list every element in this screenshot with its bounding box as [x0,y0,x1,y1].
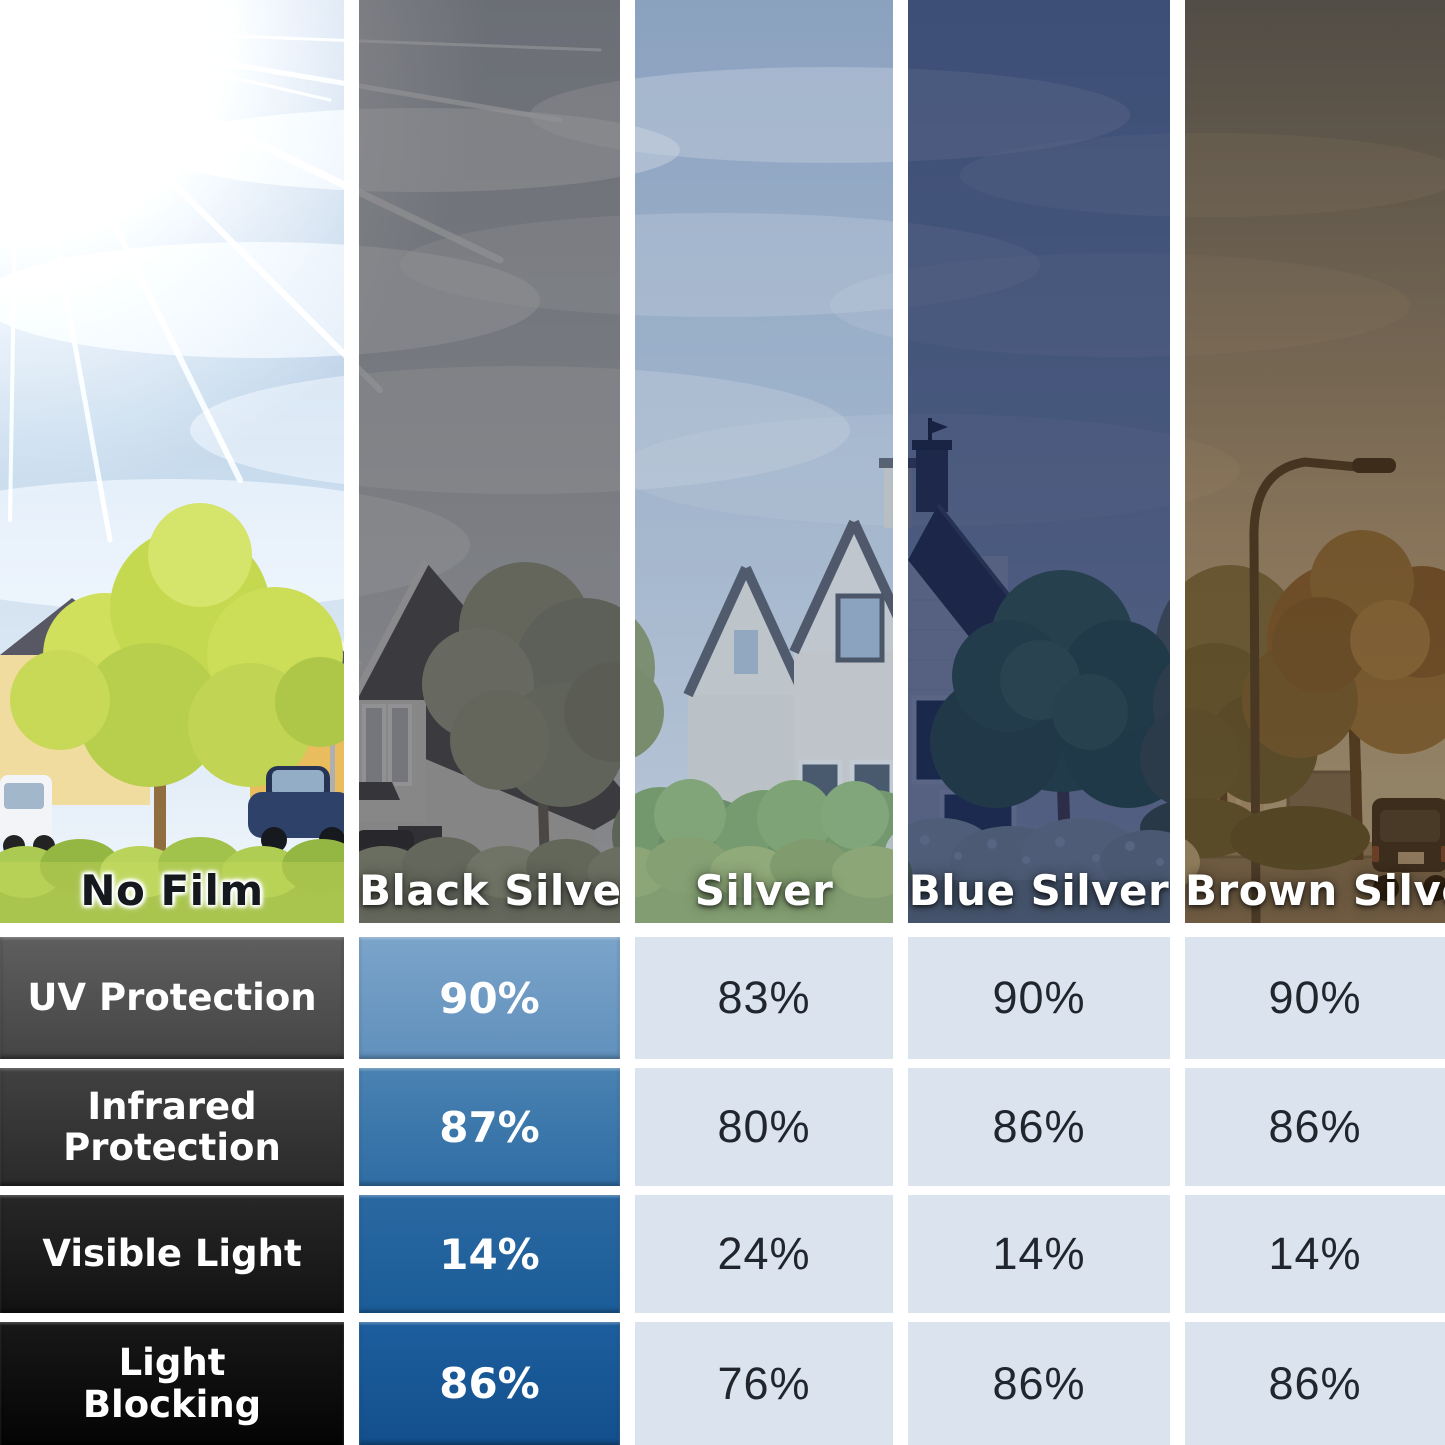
film-label-brown-silver: Brown Silver [1185,866,1445,915]
value-uv-black-silver: 90% [359,937,620,1059]
value-uv-blue-silver: 90% [908,937,1170,1059]
comparison-table: UV Protection 90% 83% 90% 90% Infrared P… [0,937,1445,1445]
street-scene-brown-silver [1185,0,1445,923]
value-vl-blue-silver: 14% [908,1195,1170,1313]
value-uv-brown-silver: 90% [1185,937,1445,1059]
value-lb-silver: 76% [635,1322,893,1445]
value-lb-brown-silver: 86% [1185,1322,1445,1445]
film-label-no-film: No Film [80,866,264,915]
row-header-infrared-protection: Infrared Protection [0,1068,344,1186]
film-strip-silver: Silver [635,0,893,923]
row-header-light-blocking: Light Blocking [0,1322,344,1445]
film-label-silver: Silver [694,866,834,915]
street-scene-black-silver [359,0,620,923]
film-label-blue-silver: Blue Silver [908,866,1170,915]
value-ir-blue-silver: 86% [908,1068,1170,1186]
film-strip-brown-silver: Brown Silver [1185,0,1445,923]
value-lb-black-silver: 86% [359,1322,620,1445]
value-ir-silver: 80% [635,1068,893,1186]
value-vl-silver: 24% [635,1195,893,1313]
row-header-visible-light: Visible Light [0,1195,344,1313]
value-vl-brown-silver: 14% [1185,1195,1445,1313]
street-scene-blue-silver [908,0,1170,923]
row-header-uv-protection: UV Protection [0,937,344,1059]
value-ir-black-silver: 87% [359,1068,620,1186]
street-scene-no-film [0,0,344,923]
tint-preview-strips: No Film Black Silver Silver Blue Silver … [0,0,1445,923]
value-ir-brown-silver: 86% [1185,1068,1445,1186]
value-lb-blue-silver: 86% [908,1322,1170,1445]
film-strip-no-film: No Film [0,0,344,923]
value-vl-black-silver: 14% [359,1195,620,1313]
film-strip-black-silver: Black Silver [359,0,620,923]
film-label-black-silver: Black Silver [359,866,620,915]
value-uv-silver: 83% [635,937,893,1059]
street-scene-silver [635,0,893,923]
film-strip-blue-silver: Blue Silver [908,0,1170,923]
